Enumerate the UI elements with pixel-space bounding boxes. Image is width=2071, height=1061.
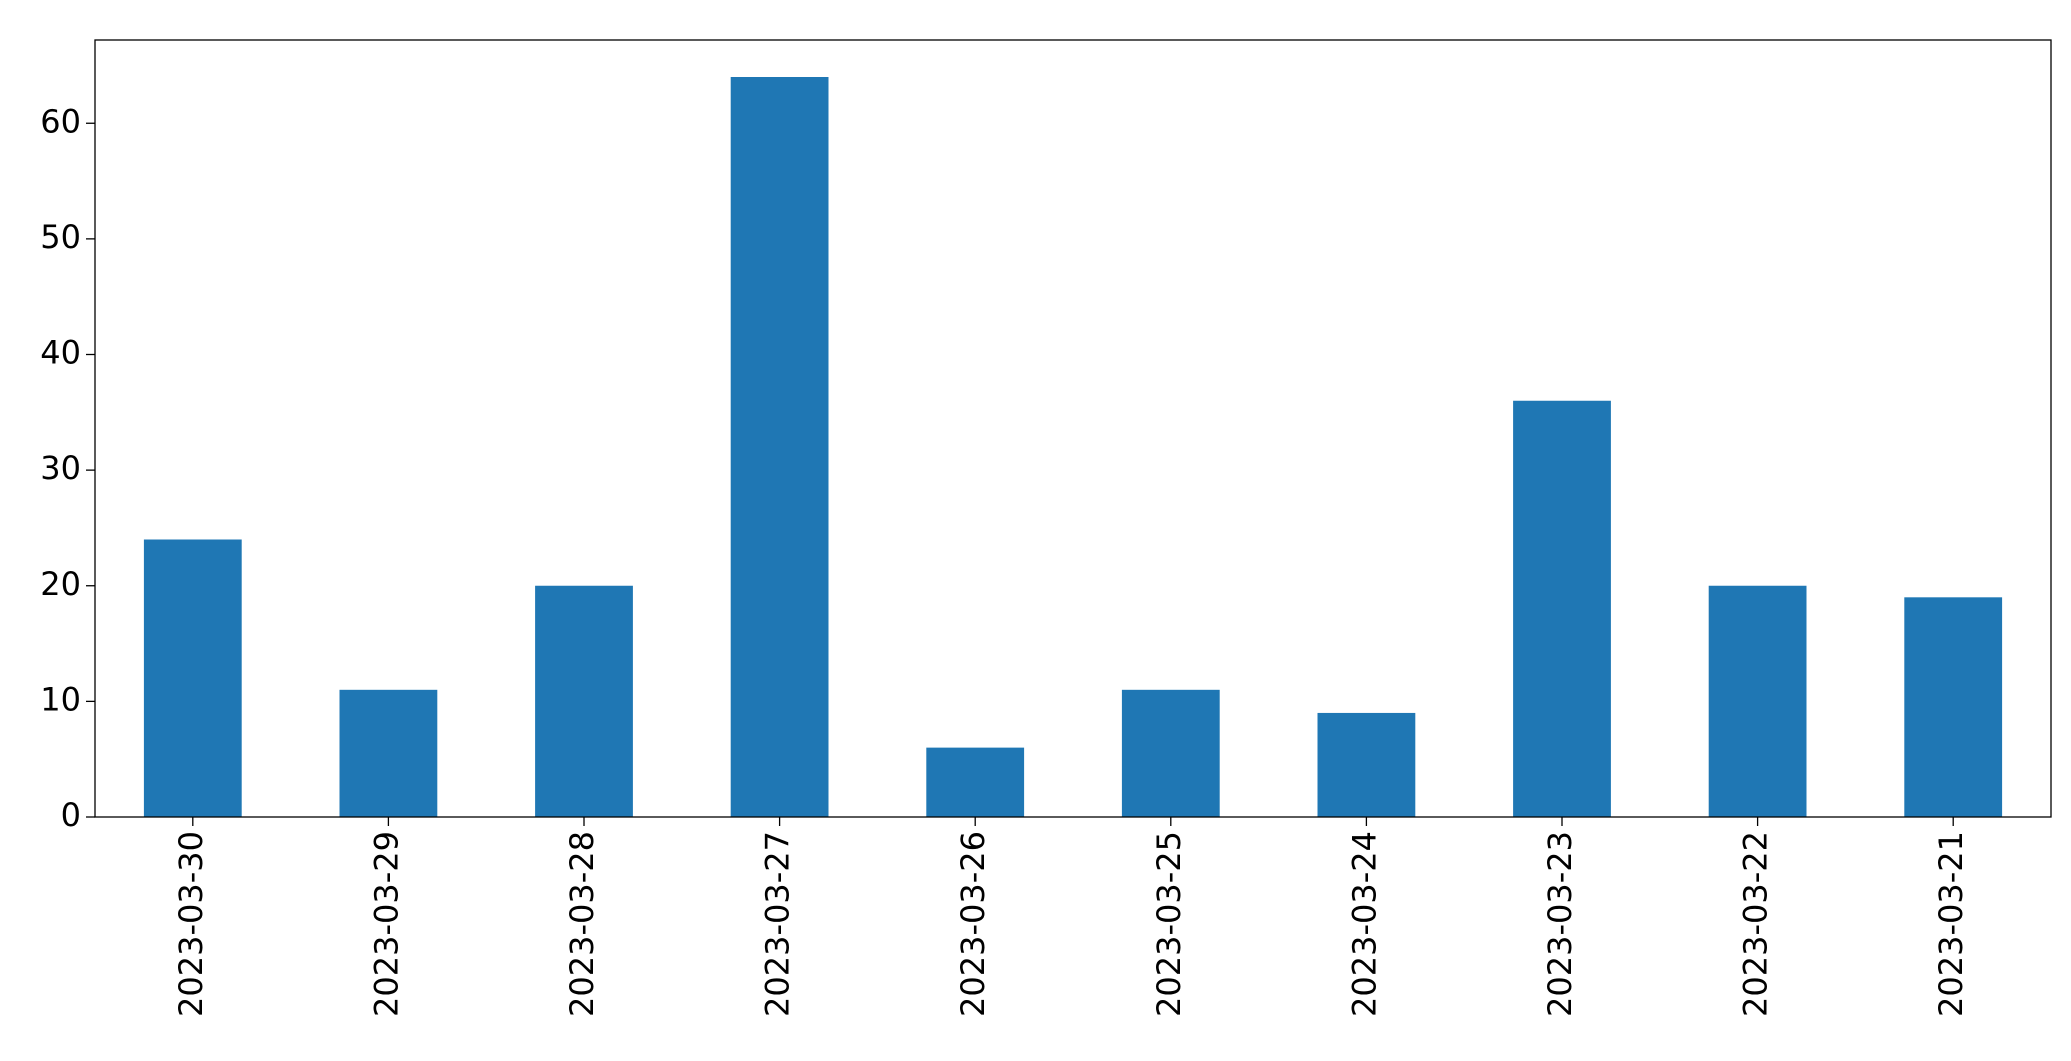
x-tick-label: 2023-03-27 xyxy=(759,831,797,1017)
bar xyxy=(1317,712,1416,817)
bar xyxy=(926,747,1025,817)
plot-frame xyxy=(94,39,2052,818)
x-tick-label: 2023-03-28 xyxy=(563,831,601,1017)
y-tick-label: 50 xyxy=(40,218,81,256)
bar xyxy=(143,539,242,817)
y-tick-label: 20 xyxy=(40,565,81,603)
x-tick-label: 2023-03-23 xyxy=(1541,831,1579,1017)
y-tick-label: 40 xyxy=(40,334,81,372)
y-tick-label: 10 xyxy=(40,680,81,718)
x-tick-label: 2023-03-26 xyxy=(954,831,992,1017)
bar xyxy=(1513,400,1611,817)
x-tick-label: 2023-03-24 xyxy=(1345,831,1383,1017)
bar xyxy=(1121,689,1220,817)
bar xyxy=(1904,597,2003,817)
x-tick-label: 2023-03-30 xyxy=(172,831,210,1017)
bar xyxy=(730,77,829,817)
y-tick-label: 60 xyxy=(40,102,81,140)
bar xyxy=(339,689,438,817)
y-tick-label: 0 xyxy=(61,796,81,834)
x-tick-label: 2023-03-25 xyxy=(1150,831,1188,1017)
bar xyxy=(535,585,633,817)
x-tick-label: 2023-03-22 xyxy=(1737,831,1775,1017)
x-tick-label: 2023-03-29 xyxy=(367,831,405,1017)
y-tick-label: 30 xyxy=(40,449,81,487)
bar xyxy=(1708,585,1807,817)
x-tick-label: 2023-03-21 xyxy=(1932,831,1970,1017)
